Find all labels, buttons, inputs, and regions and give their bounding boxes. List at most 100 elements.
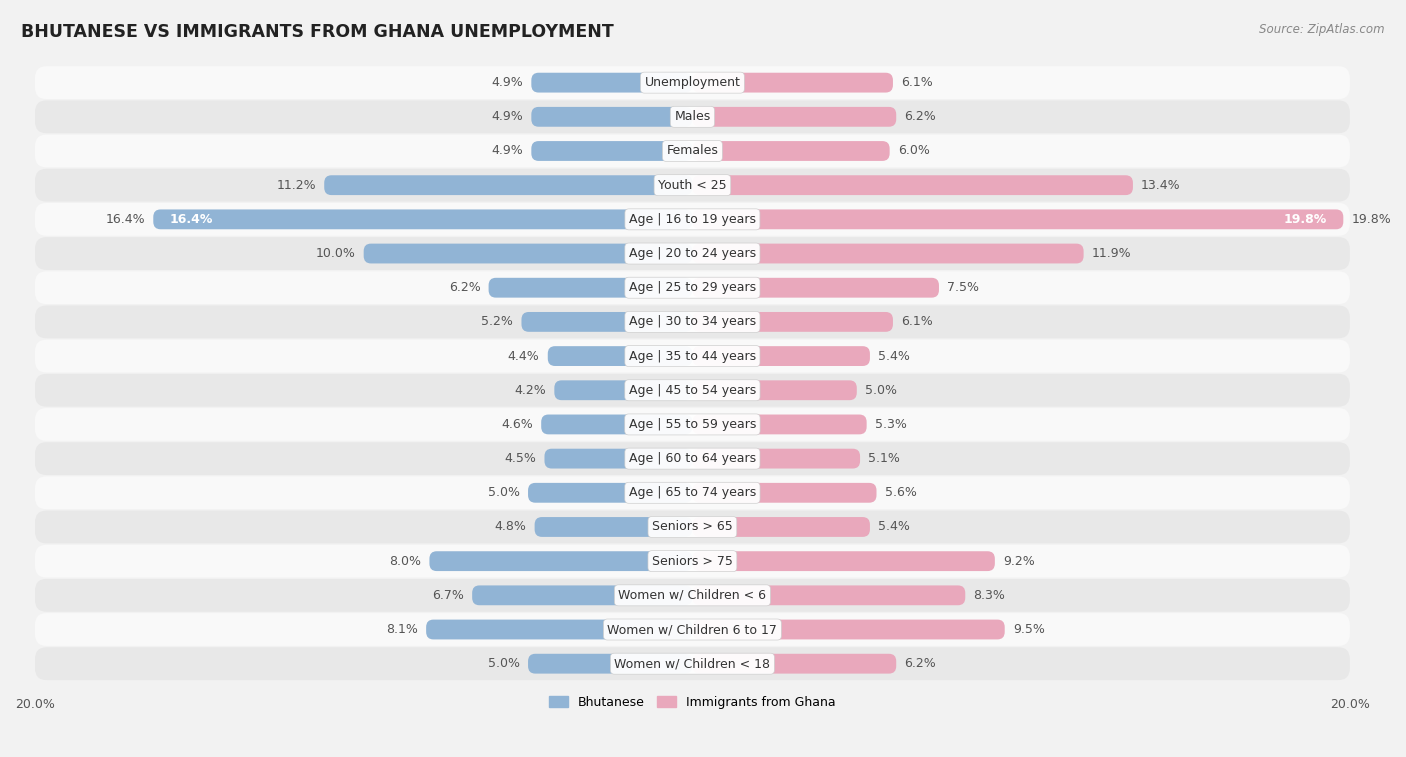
FancyBboxPatch shape (692, 619, 1005, 640)
FancyBboxPatch shape (554, 380, 692, 400)
FancyBboxPatch shape (692, 551, 995, 571)
Text: 10.0%: 10.0% (315, 247, 356, 260)
Text: 5.6%: 5.6% (884, 486, 917, 500)
Text: 5.4%: 5.4% (879, 521, 910, 534)
Text: 5.1%: 5.1% (869, 452, 900, 465)
FancyBboxPatch shape (692, 278, 939, 298)
Text: 5.4%: 5.4% (879, 350, 910, 363)
FancyBboxPatch shape (692, 517, 870, 537)
Text: Women w/ Children < 6: Women w/ Children < 6 (619, 589, 766, 602)
Text: 5.0%: 5.0% (488, 486, 520, 500)
Text: Age | 35 to 44 years: Age | 35 to 44 years (628, 350, 756, 363)
Text: 7.5%: 7.5% (948, 281, 979, 294)
FancyBboxPatch shape (692, 312, 893, 332)
Text: 5.0%: 5.0% (865, 384, 897, 397)
Text: 5.2%: 5.2% (481, 316, 513, 329)
FancyBboxPatch shape (35, 203, 1350, 235)
Text: Age | 55 to 59 years: Age | 55 to 59 years (628, 418, 756, 431)
FancyBboxPatch shape (541, 415, 692, 435)
Text: Age | 65 to 74 years: Age | 65 to 74 years (628, 486, 756, 500)
Text: 4.6%: 4.6% (501, 418, 533, 431)
Text: 4.2%: 4.2% (515, 384, 546, 397)
Text: 6.2%: 6.2% (449, 281, 481, 294)
Text: Age | 30 to 34 years: Age | 30 to 34 years (628, 316, 756, 329)
FancyBboxPatch shape (153, 210, 692, 229)
Text: Unemployment: Unemployment (644, 76, 741, 89)
Text: Age | 45 to 54 years: Age | 45 to 54 years (628, 384, 756, 397)
Text: Source: ZipAtlas.com: Source: ZipAtlas.com (1260, 23, 1385, 36)
FancyBboxPatch shape (692, 244, 1084, 263)
Text: 5.0%: 5.0% (488, 657, 520, 670)
Text: 6.1%: 6.1% (901, 76, 934, 89)
Text: 13.4%: 13.4% (1142, 179, 1181, 192)
Text: 19.8%: 19.8% (1351, 213, 1392, 226)
Text: Women w/ Children < 18: Women w/ Children < 18 (614, 657, 770, 670)
Text: 19.8%: 19.8% (1284, 213, 1327, 226)
FancyBboxPatch shape (692, 176, 1133, 195)
Text: 4.9%: 4.9% (491, 111, 523, 123)
FancyBboxPatch shape (35, 135, 1350, 167)
FancyBboxPatch shape (531, 73, 692, 92)
FancyBboxPatch shape (692, 585, 966, 606)
FancyBboxPatch shape (692, 141, 890, 161)
Text: Females: Females (666, 145, 718, 157)
FancyBboxPatch shape (489, 278, 692, 298)
FancyBboxPatch shape (692, 415, 866, 435)
FancyBboxPatch shape (692, 449, 860, 469)
FancyBboxPatch shape (35, 408, 1350, 441)
Text: 6.2%: 6.2% (904, 111, 936, 123)
Text: Women w/ Children 6 to 17: Women w/ Children 6 to 17 (607, 623, 778, 636)
Text: Seniors > 65: Seniors > 65 (652, 521, 733, 534)
FancyBboxPatch shape (544, 449, 692, 469)
Text: 4.9%: 4.9% (491, 145, 523, 157)
FancyBboxPatch shape (531, 141, 692, 161)
Text: 8.3%: 8.3% (973, 589, 1005, 602)
Text: 4.4%: 4.4% (508, 350, 540, 363)
FancyBboxPatch shape (426, 619, 692, 640)
FancyBboxPatch shape (531, 107, 692, 126)
FancyBboxPatch shape (35, 545, 1350, 578)
FancyBboxPatch shape (692, 654, 896, 674)
Text: 9.2%: 9.2% (1002, 555, 1035, 568)
FancyBboxPatch shape (35, 613, 1350, 646)
FancyBboxPatch shape (529, 654, 692, 674)
Text: Youth < 25: Youth < 25 (658, 179, 727, 192)
FancyBboxPatch shape (35, 442, 1350, 475)
FancyBboxPatch shape (364, 244, 692, 263)
FancyBboxPatch shape (35, 306, 1350, 338)
Text: 11.9%: 11.9% (1092, 247, 1132, 260)
Text: Age | 20 to 24 years: Age | 20 to 24 years (628, 247, 756, 260)
Text: 6.1%: 6.1% (901, 316, 934, 329)
FancyBboxPatch shape (692, 210, 1343, 229)
Text: 11.2%: 11.2% (277, 179, 316, 192)
Text: Seniors > 75: Seniors > 75 (652, 555, 733, 568)
FancyBboxPatch shape (692, 483, 876, 503)
Text: 16.4%: 16.4% (105, 213, 145, 226)
Text: 4.9%: 4.9% (491, 76, 523, 89)
Text: 5.3%: 5.3% (875, 418, 907, 431)
Text: 4.5%: 4.5% (505, 452, 536, 465)
Text: BHUTANESE VS IMMIGRANTS FROM GHANA UNEMPLOYMENT: BHUTANESE VS IMMIGRANTS FROM GHANA UNEMP… (21, 23, 614, 41)
FancyBboxPatch shape (692, 73, 893, 92)
FancyBboxPatch shape (35, 476, 1350, 509)
FancyBboxPatch shape (529, 483, 692, 503)
Text: Males: Males (675, 111, 710, 123)
Text: Age | 16 to 19 years: Age | 16 to 19 years (628, 213, 756, 226)
FancyBboxPatch shape (35, 374, 1350, 407)
FancyBboxPatch shape (35, 510, 1350, 544)
FancyBboxPatch shape (692, 107, 896, 126)
Text: Age | 25 to 29 years: Age | 25 to 29 years (628, 281, 756, 294)
Text: 4.8%: 4.8% (495, 521, 526, 534)
FancyBboxPatch shape (35, 340, 1350, 372)
FancyBboxPatch shape (534, 517, 692, 537)
FancyBboxPatch shape (35, 101, 1350, 133)
Text: 6.2%: 6.2% (904, 657, 936, 670)
Text: 8.0%: 8.0% (389, 555, 422, 568)
FancyBboxPatch shape (692, 346, 870, 366)
Text: 6.0%: 6.0% (898, 145, 929, 157)
FancyBboxPatch shape (35, 66, 1350, 99)
FancyBboxPatch shape (35, 647, 1350, 680)
FancyBboxPatch shape (35, 237, 1350, 270)
FancyBboxPatch shape (692, 380, 856, 400)
FancyBboxPatch shape (429, 551, 692, 571)
